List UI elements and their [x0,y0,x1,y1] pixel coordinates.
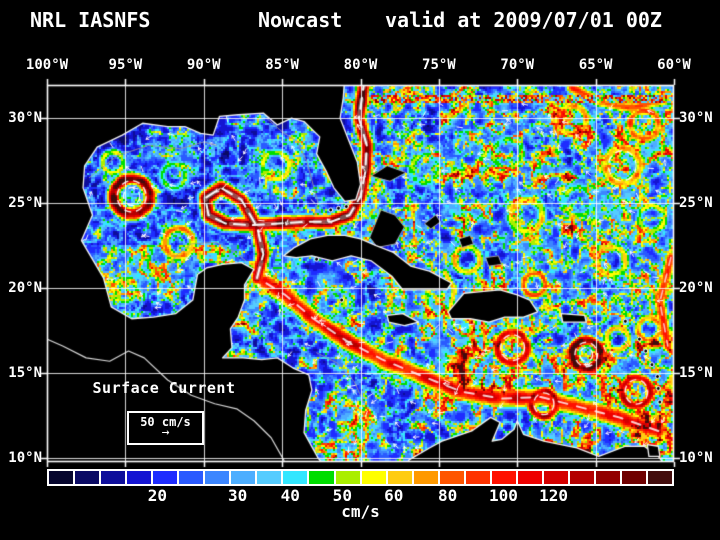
colorbar-cell [231,471,256,484]
reference-vector-arrow-icon: → [161,425,170,440]
colorbar-cell [75,471,100,484]
lon-tick-label: 95°W [108,57,143,73]
colorbar-cell [257,471,282,484]
colorbar-cell [595,471,621,484]
colorbar-tick-label: 40 [280,486,300,505]
lon-tick-label: 70°W [500,57,535,73]
colorbar-cell [335,471,360,484]
colorbar-cell [127,471,152,484]
colorbar-tick-labels: 20 30 40 50 60 80 100 120 [47,486,674,505]
colorbar-cell [465,471,490,484]
colorbar-cell [361,471,386,484]
reference-vector-value: 50 cm/s [140,415,191,429]
colorbar-cell [153,471,178,484]
colorbar-cell [569,471,594,484]
lon-tick-label: 90°W [186,57,221,73]
lon-tick-label: 85°W [265,57,299,73]
surface-current-label: Surface Current [92,379,236,397]
colorbar-tick-label: 80 [438,486,458,505]
lat-tick-label: 25°N [8,195,42,211]
colorbar-cell [101,471,126,484]
colorbar-cell [49,471,74,484]
lon-tick-label: 60°W [657,57,691,73]
reference-vector-box: 50 cm/s → [127,411,204,445]
title-model: NRL IASNFS [30,8,151,32]
title-product: Nowcast [258,8,343,32]
colorbar-cell [205,471,230,484]
colorbar-cell [413,471,438,484]
colorbar-cell [309,471,334,484]
lat-tick-label: 25°N [679,195,713,211]
lat-tick-label: 10°N [8,450,42,467]
lat-tick-label: 15°N [8,365,42,382]
latitude-axis-right: 30°N 25°N 20°N 15°N 10°N [679,85,720,466]
colorbar-cell [491,471,516,484]
colorbar [47,469,674,486]
lat-tick-label: 30°N [8,110,42,127]
colorbar-tick-label: 50 [332,486,352,505]
colorbar-cell [622,471,647,484]
lon-tick-label: 65°W [578,57,613,73]
lat-tick-label: 20°N [679,280,713,297]
lon-tick-label: 75°W [422,57,456,73]
lon-tick-label: 80°W [343,57,378,73]
lat-tick-label: 30°N [679,110,713,127]
lon-tick-label: 100°W [25,57,69,73]
colorbar-cell [387,471,412,484]
colorbar-tick-label: 120 [539,486,569,505]
lat-tick-label: 20°N [8,280,42,297]
longitude-axis: 100°W 95°W 90°W 85°W 80°W 75°W 70°W 65°W 60°W [26,57,691,75]
colorbar-cell [439,471,464,484]
title-valid-time: valid at 2009/07/01 00Z [385,8,662,32]
colorbar-tick-label: 30 [227,486,248,505]
lat-tick-label: 10°N [679,450,713,467]
colorbar-cell [517,471,542,484]
latitude-axis-left: 30°N 25°N 20°N 15°N 10°N [0,85,42,466]
colorbar-tick-label: 60 [384,486,404,505]
colorbar-tick-label: 100 [489,486,518,505]
colorbar-units: cm/s [341,502,380,521]
colorbar-cell [543,471,568,484]
colorbar-cell [648,471,673,484]
colorbar-cell [283,471,308,484]
colorbar-tick-label: 20 [147,486,167,505]
lat-tick-label: 15°N [679,365,713,382]
colorbar-cell [179,471,204,484]
